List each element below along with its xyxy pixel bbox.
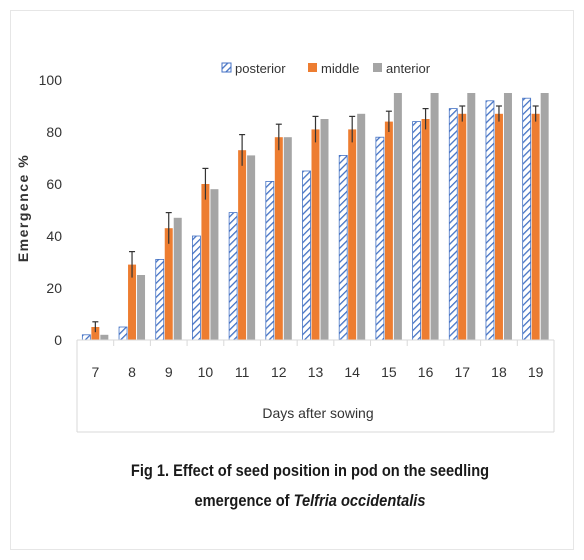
bar-posterior-day-7 bbox=[81, 334, 91, 341]
bar-posterior-day-8 bbox=[118, 326, 128, 341]
bar-middle-day-7 bbox=[91, 327, 100, 340]
figure-caption: Fig 1. Effect of seed position in pod on… bbox=[129, 456, 490, 516]
x-tick-label-12: 12 bbox=[271, 364, 287, 380]
x-tick-label-19: 19 bbox=[528, 364, 544, 380]
legend: posterior middle anterior bbox=[221, 61, 431, 76]
bar-anterior-day-11 bbox=[247, 155, 256, 340]
y-tick-label-0: 0 bbox=[54, 332, 62, 348]
caption-line-1: Fig 1. Effect of seed position in pod on… bbox=[130, 461, 490, 480]
bar-posterior-day-17 bbox=[448, 108, 458, 341]
bar-posterior-day-13 bbox=[302, 170, 311, 341]
bar-anterior-day-9 bbox=[173, 217, 182, 340]
y-axis: 0 20 40 60 80 100 bbox=[39, 72, 63, 348]
legend-swatch-middle bbox=[308, 63, 317, 72]
y-tick-label-80: 80 bbox=[46, 124, 62, 140]
bar-anterior-day-7 bbox=[100, 334, 109, 340]
x-axis: 7 8 9 10 11 12 13 14 15 16 17 18 19 bbox=[76, 339, 555, 433]
bar-anterior-day-12 bbox=[283, 137, 292, 340]
legend-label-posterior: posterior bbox=[235, 61, 286, 76]
bar-anterior-day-18 bbox=[503, 93, 512, 340]
bar-posterior-day-12 bbox=[265, 180, 275, 341]
bar-anterior-day-19 bbox=[540, 93, 549, 340]
x-tick-label-10: 10 bbox=[198, 364, 214, 380]
x-tick-label-16: 16 bbox=[418, 364, 434, 380]
x-tick-label-14: 14 bbox=[344, 364, 360, 380]
bar-anterior-day-10 bbox=[210, 189, 219, 340]
bar-middle-day-8 bbox=[128, 264, 137, 340]
figure-frame bbox=[10, 10, 574, 550]
y-tick-label-100: 100 bbox=[39, 72, 63, 88]
bar-posterior-day-15 bbox=[375, 136, 385, 341]
plot-area bbox=[81, 93, 549, 341]
bar-anterior-day-8 bbox=[137, 275, 146, 340]
caption-line-2-prefix: emergence of bbox=[194, 491, 294, 510]
bar-anterior-day-16 bbox=[430, 93, 439, 340]
bar-middle-day-12 bbox=[274, 137, 283, 340]
bar-posterior-day-14 bbox=[338, 154, 348, 341]
bar-middle-day-15 bbox=[384, 121, 393, 340]
x-tick-label-7: 7 bbox=[91, 364, 99, 380]
bar-middle-day-13 bbox=[311, 129, 320, 340]
legend-label-middle: middle bbox=[321, 61, 359, 76]
bar-posterior-day-18 bbox=[485, 100, 495, 341]
x-tick-label-8: 8 bbox=[128, 364, 136, 380]
caption-species-name: Telfria occidentalis bbox=[293, 491, 426, 510]
bar-middle-day-17 bbox=[458, 113, 467, 340]
x-tick-label-9: 9 bbox=[165, 364, 173, 380]
bar-anterior-day-14 bbox=[357, 113, 366, 340]
caption-line-2: emergence of Telfria occidentalis bbox=[129, 486, 490, 516]
bar-middle-day-14 bbox=[348, 129, 357, 340]
bar-posterior-day-11 bbox=[228, 212, 238, 341]
bar-posterior-day-9 bbox=[155, 258, 165, 341]
x-tick-label-18: 18 bbox=[491, 364, 507, 380]
bar-anterior-day-15 bbox=[393, 93, 402, 340]
bar-middle-day-10 bbox=[201, 184, 210, 340]
bar-middle-day-19 bbox=[531, 113, 540, 340]
legend-swatch-anterior bbox=[373, 63, 382, 72]
bar-anterior-day-13 bbox=[320, 119, 329, 340]
x-tick-label-11: 11 bbox=[235, 364, 250, 380]
bar-middle-day-18 bbox=[494, 113, 503, 340]
y-axis-title: Emergence % bbox=[15, 154, 31, 262]
y-tick-label-40: 40 bbox=[46, 228, 62, 244]
bar-middle-day-16 bbox=[421, 119, 430, 340]
x-tick-label-17: 17 bbox=[454, 364, 470, 380]
x-tick-label-13: 13 bbox=[308, 364, 324, 380]
bar-posterior-day-19 bbox=[522, 97, 532, 341]
bar-middle-day-9 bbox=[164, 228, 173, 340]
bar-middle-day-11 bbox=[238, 150, 247, 340]
legend-swatch-posterior bbox=[221, 62, 232, 73]
x-tick-label-15: 15 bbox=[381, 364, 397, 380]
bar-posterior-day-10 bbox=[192, 235, 201, 341]
bar-anterior-day-17 bbox=[467, 93, 476, 340]
bar-posterior-day-16 bbox=[412, 121, 421, 341]
y-tick-label-60: 60 bbox=[46, 176, 62, 192]
x-axis-title: Days after sowing bbox=[262, 405, 373, 421]
legend-label-anterior: anterior bbox=[386, 61, 431, 76]
y-tick-label-20: 20 bbox=[46, 280, 62, 296]
